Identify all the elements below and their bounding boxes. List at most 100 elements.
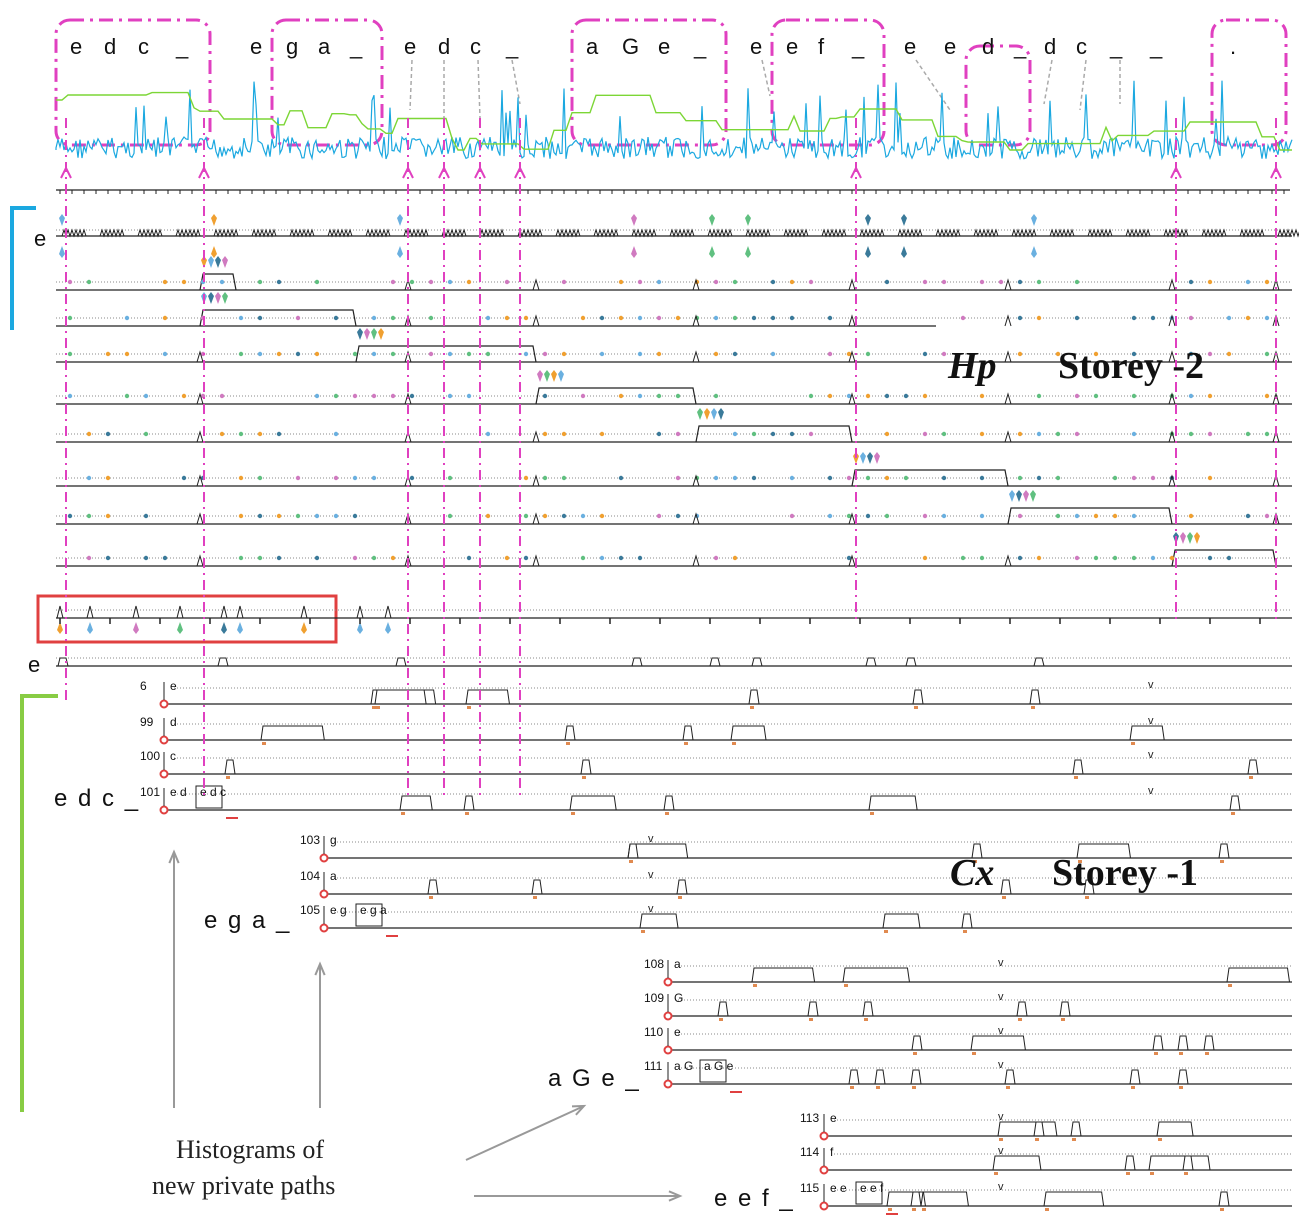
orange-tick [963, 930, 967, 933]
hp-dot [732, 315, 738, 321]
cx-row-label: G [674, 991, 683, 1005]
marker-arrow [1016, 490, 1022, 502]
hp-peak [692, 474, 700, 487]
marker-arrow [201, 256, 207, 268]
hp-dot [162, 351, 168, 357]
marker-arrow [215, 256, 221, 268]
v-mark: v [1148, 715, 1154, 727]
orange-tick [994, 1172, 998, 1175]
top-sequence-letter: f [818, 34, 825, 59]
hp-dot [1245, 431, 1251, 437]
hp-peak [404, 392, 412, 405]
hp-dot [352, 475, 358, 481]
hp-dot [922, 279, 928, 285]
cx-histogram-bump [910, 1069, 922, 1085]
hp-dot [124, 351, 130, 357]
hp-dot [1074, 279, 1080, 285]
hp-dot [314, 393, 320, 399]
cx-histogram-bump [992, 1155, 1042, 1171]
hp-plateau [355, 345, 537, 363]
hp-dot [466, 555, 472, 561]
hp-dot [922, 431, 928, 437]
v-mark: v [1148, 679, 1154, 691]
cx-histogram-bump [1148, 1155, 1211, 1171]
hp-dot [352, 393, 358, 399]
hp-peak [532, 554, 540, 567]
zigzag-burst [669, 228, 695, 238]
top-sequence-letter: _ [1109, 34, 1123, 59]
hp-dot [770, 315, 776, 321]
hp-dot [238, 351, 244, 357]
hp-peak [384, 605, 392, 619]
sequence-name-age: a G e _ [548, 1065, 641, 1092]
hp-dot [618, 393, 624, 399]
orange-tick [1072, 1138, 1076, 1141]
hp-peak [532, 314, 540, 327]
cx-row-label: e [674, 1025, 681, 1039]
hp-dot [1207, 475, 1213, 481]
hp-dot [713, 279, 719, 285]
top-sequence-letter: _ [349, 34, 363, 59]
hp-dot [504, 315, 510, 321]
hp-dot [333, 393, 339, 399]
hp-dot [599, 513, 605, 519]
hp-peak [404, 554, 412, 567]
hp-bracket [10, 206, 36, 330]
orange-tick [864, 1018, 868, 1021]
cx-histogram-bump [1218, 1191, 1230, 1207]
orange-tick [1205, 1052, 1209, 1055]
top-sequence-letter: a [586, 34, 599, 59]
orange-tick [571, 812, 575, 815]
hp-dot [485, 431, 491, 437]
hp-dot [1169, 555, 1175, 561]
marker-arrow [544, 370, 550, 382]
hp-dot [561, 351, 567, 357]
hp-dot [1188, 315, 1194, 321]
cx-title: Storey -1 [1052, 852, 1198, 894]
hp-dot [713, 351, 719, 357]
zigzag-burst [897, 228, 923, 238]
hp-dot [352, 513, 358, 519]
cx-histogram-bump [569, 795, 617, 811]
cx-histogram-bump [717, 1001, 729, 1017]
hp-peak [196, 430, 204, 443]
hp-dot [295, 351, 301, 357]
hp-dot [314, 513, 320, 519]
marker-arrow [57, 622, 63, 634]
hp-peak [692, 314, 700, 327]
hp-dot [1188, 393, 1194, 399]
guide-arrowhead [438, 165, 450, 179]
hp-dot [86, 475, 92, 481]
hp-peak [848, 512, 856, 525]
cx-row-label: e [830, 1111, 837, 1125]
row-origin-circle [663, 1045, 673, 1055]
orange-tick [753, 984, 757, 987]
guide-arrowhead [474, 165, 486, 179]
hp-dot [770, 431, 776, 437]
hp-peak [1168, 430, 1176, 443]
hp-dot [86, 431, 92, 437]
hp-dot [827, 513, 833, 519]
hp-dot [390, 393, 396, 399]
cx-storey-panel: 6 e v 99 d v 100 c v 101 e d e d c v 103 g v 104 a v 105 e g… [20, 657, 1292, 1215]
cx-histogram-bump [1177, 1035, 1189, 1051]
hp-peak [1168, 392, 1176, 405]
hp-dot [599, 555, 605, 561]
top-sequence-letter: a [318, 34, 331, 59]
sequence-name-ega: e g a _ [204, 907, 291, 934]
annotation-arrowhead [668, 1190, 683, 1202]
hp-dot [447, 513, 453, 519]
hp-dot [941, 475, 947, 481]
cx-row-label: e g [330, 903, 347, 917]
cx-row-number: 101 [140, 785, 160, 799]
hp-row-label: e [34, 226, 46, 251]
cx-histogram-bump [1156, 1121, 1194, 1137]
hp-peak [196, 350, 204, 363]
hp-dot [409, 475, 415, 481]
orange-tick [641, 930, 645, 933]
hp-dot [808, 431, 814, 437]
hp-dot [922, 393, 928, 399]
hp-dot [1017, 475, 1023, 481]
hp-dot [1112, 475, 1118, 481]
